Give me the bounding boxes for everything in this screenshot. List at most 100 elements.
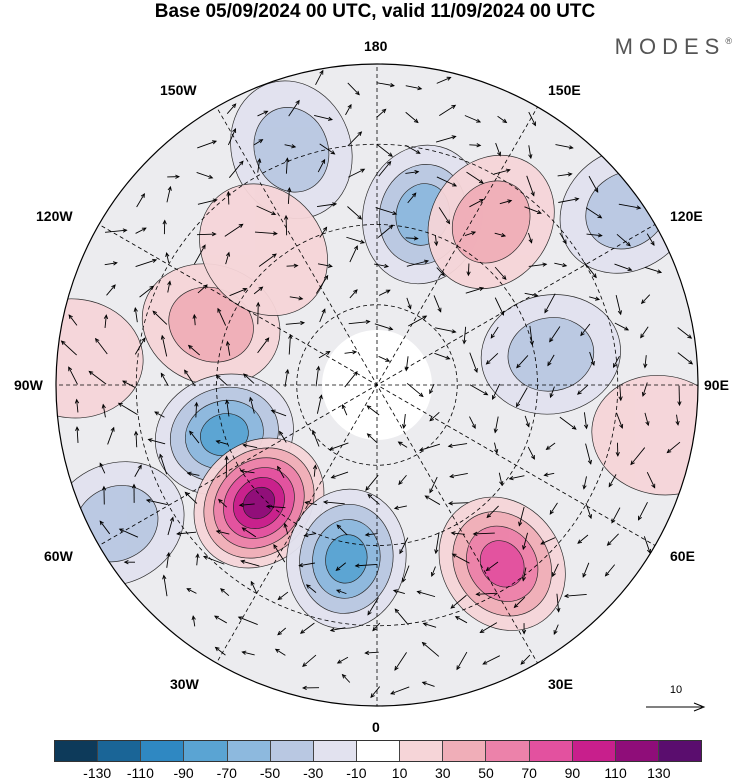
wind-vector <box>403 414 406 429</box>
legend-swatch <box>572 741 616 761</box>
wind-vector <box>405 356 409 371</box>
wind-vector <box>119 528 139 538</box>
wind-vector-head <box>518 521 523 527</box>
wind-vector-head <box>414 170 420 175</box>
wind-vector-head <box>160 334 166 340</box>
wind-vector <box>667 441 681 453</box>
wind-vector <box>619 385 622 401</box>
legend-tick-label: 110 <box>604 765 627 781</box>
latitude-circle <box>296 304 458 466</box>
wind-vector <box>482 655 501 665</box>
wind-vector-head <box>360 239 366 244</box>
wind-vector-head <box>322 226 328 232</box>
wind-vector <box>329 442 349 451</box>
wind-vector <box>323 501 345 505</box>
anomaly-contour <box>56 298 144 419</box>
wind-vector-head <box>587 514 593 520</box>
legend-tick-label: 90 <box>564 765 581 781</box>
wind-vector-head <box>152 310 158 316</box>
wind-vector <box>378 161 392 177</box>
wind-vector-head <box>341 673 347 679</box>
wind-vector-head <box>440 271 445 277</box>
wind-vector <box>613 355 620 368</box>
wind-vector-head <box>347 103 352 109</box>
wind-vector-head <box>258 286 264 291</box>
map-title: Base 05/09/2024 00 UTC, valid 11/09/2024… <box>154 1 596 22</box>
wind-vector-head <box>657 269 663 274</box>
wind-vector-head <box>94 337 100 343</box>
wind-vector-head <box>479 199 485 204</box>
wind-vector-head <box>641 391 646 397</box>
wind-vector-head <box>305 584 311 589</box>
wind-vector-head <box>277 465 282 471</box>
wind-vector <box>106 284 116 296</box>
wind-vector <box>616 233 631 247</box>
wind-vector-head <box>165 252 170 258</box>
wind-vector <box>528 111 536 126</box>
wind-vector-head <box>462 339 467 345</box>
wind-vector <box>242 527 257 538</box>
wind-vector <box>646 233 655 246</box>
wind-vector-head <box>215 529 221 534</box>
wind-vector <box>135 431 138 448</box>
wind-vector-head <box>133 306 138 312</box>
wind-vector-head <box>367 493 373 499</box>
wind-vector <box>589 296 600 300</box>
wind-vector-head <box>324 274 329 280</box>
wind-vector <box>167 281 171 293</box>
wind-vector <box>316 395 322 414</box>
wind-vector-head <box>365 319 371 324</box>
wind-vector-head <box>225 399 230 405</box>
wind-vector-head <box>328 446 334 451</box>
wind-vector <box>509 475 525 480</box>
wind-vector-head <box>122 228 128 233</box>
wind-vector <box>577 534 589 544</box>
wind-vector-head <box>479 286 485 291</box>
wind-vector <box>436 176 457 187</box>
wind-vector-head <box>336 524 342 530</box>
wind-vector <box>433 295 442 312</box>
wind-vector <box>134 337 146 355</box>
wind-vector <box>374 323 393 330</box>
lon-label-0: 0 <box>372 719 380 735</box>
lon-label-60w: 60W <box>44 548 73 564</box>
wind-vector <box>365 533 378 536</box>
wind-vector-head <box>191 615 196 621</box>
wind-vector-head <box>117 402 123 407</box>
wind-vector <box>331 471 349 479</box>
legend-swatch <box>486 741 530 761</box>
wind-vector <box>336 589 347 595</box>
wind-vector-head <box>388 152 393 157</box>
wind-vector <box>408 315 427 327</box>
wind-vector <box>277 591 289 600</box>
wind-vector-head <box>389 83 395 88</box>
wind-vector <box>192 616 196 627</box>
wind-vector <box>435 327 456 333</box>
wind-vector-head <box>208 174 214 179</box>
wind-vector <box>417 591 436 598</box>
wind-vector <box>188 345 201 356</box>
wind-vector <box>559 416 577 430</box>
wind-vector-head <box>624 326 630 331</box>
wind-vector-head <box>75 426 80 432</box>
legend-tick-label: 70 <box>521 765 537 781</box>
wind-vector <box>242 651 255 656</box>
wind-vector <box>288 335 291 355</box>
wind-vector-head <box>540 540 546 545</box>
wind-vector <box>644 412 649 426</box>
wind-vector-head <box>549 509 554 515</box>
legend-tick-label: -90 <box>173 765 194 781</box>
wind-vector <box>146 499 168 505</box>
legend-swatch <box>98 741 142 761</box>
wind-vector-head <box>162 574 167 580</box>
wind-vector <box>557 173 572 177</box>
wind-vector <box>257 337 270 354</box>
wind-vector-head <box>422 622 428 627</box>
wind-vector <box>398 441 408 448</box>
wind-vector-head <box>388 224 394 230</box>
wind-vector-head <box>472 531 478 536</box>
wind-vector <box>107 427 115 445</box>
wind-vector-head <box>225 340 231 346</box>
legend-swatch <box>141 741 185 761</box>
wind-vector-head <box>675 420 680 426</box>
